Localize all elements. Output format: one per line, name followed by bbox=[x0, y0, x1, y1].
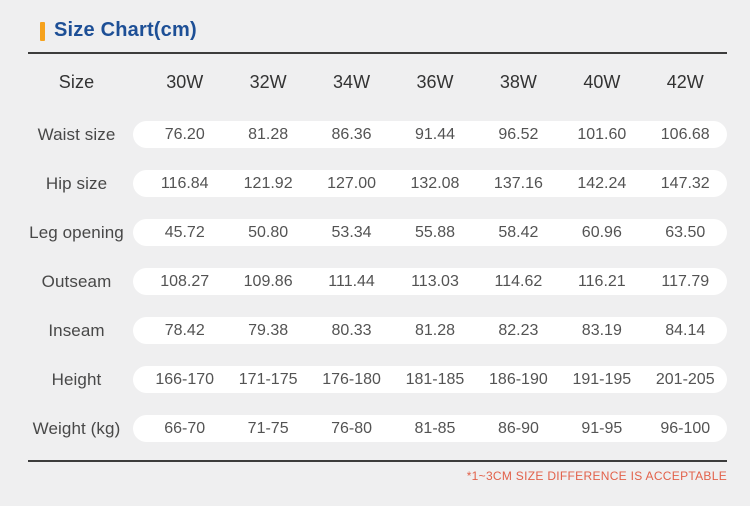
accent-bar-icon bbox=[40, 21, 45, 41]
table-cell: 137.16 bbox=[493, 174, 543, 192]
table-cell: 84.14 bbox=[665, 321, 706, 339]
table-cell: 142.24 bbox=[577, 174, 627, 192]
table-cell: 86-90 bbox=[497, 419, 539, 437]
table-cell: 50.80 bbox=[248, 223, 289, 241]
table-cell: 116.84 bbox=[160, 174, 209, 192]
row-label: Waist size bbox=[37, 124, 116, 144]
table-row-inseam: Inseam 78.42 79.38 80.33 81.28 82.23 83.… bbox=[0, 306, 750, 355]
row-label: Hip size bbox=[45, 173, 108, 193]
table-row-hip-size: Hip size 116.84 121.92 127.00 132.08 137… bbox=[0, 159, 750, 208]
table-cell: 81.28 bbox=[248, 125, 289, 143]
table-cell: 81-85 bbox=[414, 419, 456, 437]
top-divider bbox=[28, 52, 727, 54]
table-cell: 60.96 bbox=[581, 223, 622, 241]
table-row-outseam: Outseam 108.27 109.86 111.44 113.03 114.… bbox=[0, 257, 750, 306]
table-cell: 63.50 bbox=[665, 223, 706, 241]
table-cell: 166-170 bbox=[155, 370, 215, 388]
table-cell: 132.08 bbox=[410, 174, 460, 192]
table-cell: 45.72 bbox=[164, 223, 205, 241]
row-label: Outseam bbox=[41, 271, 112, 291]
table-cell: 114.62 bbox=[494, 272, 543, 290]
table-cell: 83.19 bbox=[581, 321, 622, 339]
row-label: Leg opening bbox=[29, 222, 124, 242]
table-cell: 76-80 bbox=[331, 419, 373, 437]
size-chart-table: Size 30W 32W 34W 36W 38W 40W 42W Waist s… bbox=[0, 54, 750, 453]
table-cell: 78.42 bbox=[164, 321, 205, 339]
table-row-leg-opening: Leg opening 45.72 50.80 53.34 55.88 58.4… bbox=[0, 208, 750, 257]
row-values-pill: 78.42 79.38 80.33 81.28 82.23 83.19 84.1… bbox=[133, 317, 727, 344]
table-cell: 191-195 bbox=[572, 370, 632, 388]
row-values-pill: 45.72 50.80 53.34 55.88 58.42 60.96 63.5… bbox=[133, 219, 727, 246]
column-header: 34W bbox=[333, 71, 371, 92]
table-cell: 147.32 bbox=[660, 174, 710, 192]
row-values-pill: 108.27 109.86 111.44 113.03 114.62 116.2… bbox=[133, 268, 727, 295]
table-cell: 53.34 bbox=[331, 223, 372, 241]
row-label: Inseam bbox=[48, 320, 105, 340]
table-cell: 80.33 bbox=[331, 321, 372, 339]
table-cell: 91-95 bbox=[581, 419, 623, 437]
bottom-divider bbox=[28, 460, 727, 462]
column-header: 38W bbox=[499, 71, 537, 92]
table-cell: 79.38 bbox=[248, 321, 289, 339]
row-label: Weight (kg) bbox=[32, 418, 121, 438]
table-cell: 101.60 bbox=[577, 125, 627, 143]
table-cell: 91.44 bbox=[414, 125, 455, 143]
table-cell: 106.68 bbox=[660, 125, 710, 143]
row-values-pill: 166-170 171-175 176-180 181-185 186-190 … bbox=[133, 366, 727, 393]
table-cell: 71-75 bbox=[247, 419, 289, 437]
row-values-pill: 76.20 81.28 86.36 91.44 96.52 101.60 106… bbox=[133, 121, 727, 148]
table-cell: 58.42 bbox=[498, 223, 539, 241]
table-header-row: Size 30W 32W 34W 36W 38W 40W 42W bbox=[0, 54, 750, 110]
table-cell: 55.88 bbox=[414, 223, 455, 241]
column-header: 42W bbox=[666, 71, 704, 92]
title-row: Size Chart(cm) bbox=[0, 0, 750, 44]
table-cell: 117.79 bbox=[661, 272, 710, 290]
table-cell: 201-205 bbox=[655, 370, 715, 388]
table-cell: 81.28 bbox=[414, 321, 455, 339]
table-cell: 109.86 bbox=[243, 272, 293, 290]
table-cell: 121.92 bbox=[243, 174, 293, 192]
table-cell: 127.00 bbox=[327, 174, 377, 192]
table-cell: 111.44 bbox=[328, 272, 375, 290]
table-cell: 116.21 bbox=[577, 272, 626, 290]
size-difference-note: *1~3CM SIZE DIFFERENCE IS ACCEPTABLE bbox=[466, 469, 727, 483]
table-cell: 66-70 bbox=[164, 419, 206, 437]
row-label: Height bbox=[51, 369, 102, 389]
table-cell: 176-180 bbox=[322, 370, 381, 388]
column-header: 30W bbox=[166, 71, 204, 92]
column-header: 36W bbox=[416, 71, 454, 92]
table-cell: 76.20 bbox=[164, 125, 205, 143]
table-row-waist-size: Waist size 76.20 81.28 86.36 91.44 96.52… bbox=[0, 110, 750, 159]
table-cell: 96.52 bbox=[498, 125, 539, 143]
table-cell: 181-185 bbox=[405, 370, 465, 388]
table-row-weight: Weight (kg) 66-70 71-75 76-80 81-85 86-9… bbox=[0, 404, 750, 453]
table-cell: 86.36 bbox=[331, 125, 372, 143]
table-cell: 108.27 bbox=[160, 272, 210, 290]
page-title: Size Chart(cm) bbox=[54, 19, 197, 41]
table-cell: 82.23 bbox=[498, 321, 539, 339]
table-cell: 186-190 bbox=[489, 370, 548, 388]
column-header: 32W bbox=[249, 71, 287, 92]
column-header: 40W bbox=[583, 71, 621, 92]
header-label: Size bbox=[58, 71, 95, 92]
table-row-height: Height 166-170 171-175 176-180 181-185 1… bbox=[0, 355, 750, 404]
row-values-pill: 66-70 71-75 76-80 81-85 86-90 91-95 96-1… bbox=[133, 415, 727, 442]
table-cell: 96-100 bbox=[660, 419, 711, 437]
table-cell: 171-175 bbox=[238, 370, 298, 388]
row-values-pill: 116.84 121.92 127.00 132.08 137.16 142.2… bbox=[133, 170, 727, 197]
header-cells: 30W 32W 34W 36W 38W 40W 42W bbox=[133, 69, 727, 96]
table-cell: 113.03 bbox=[411, 272, 459, 290]
